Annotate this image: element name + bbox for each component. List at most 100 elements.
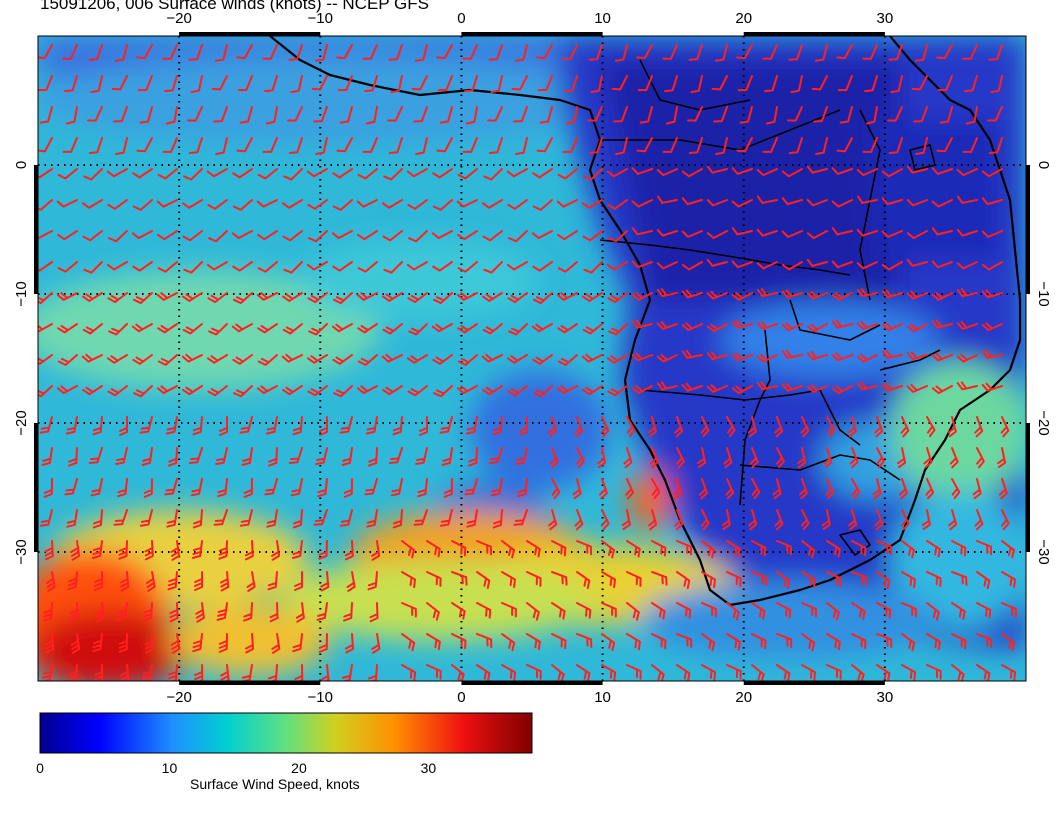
wind-barb [776,664,791,681]
wind-barb [656,228,678,237]
wind-barb [464,75,478,93]
wind-barb [517,478,528,498]
wind-barb [776,540,793,556]
wind-barb [631,227,653,236]
wind-barb [756,320,778,330]
wind-barb [536,137,553,153]
wind-barb [781,349,803,359]
wind-barb [407,199,428,210]
wind-barb [331,230,353,240]
wind-barb [887,106,903,122]
wind-barb [890,75,903,94]
wind-barb [813,106,828,123]
wind-barb [426,571,442,587]
wind-barb [431,323,453,333]
wind-barb [357,323,378,334]
frame-bar-right [1026,423,1030,552]
wind-barb [781,382,803,392]
wind-barb [826,602,840,621]
wind-barb [576,571,591,590]
wind-barb [548,509,558,531]
wind-barb [281,199,303,209]
wind-barb [282,323,303,335]
wind-barb [239,106,253,124]
frame-bar-bottom [461,681,603,685]
wind-barb [531,230,553,240]
wind-barb [195,602,205,623]
wind-barb [701,540,715,559]
wind-barb [501,571,516,589]
wind-barb [739,106,753,124]
wind-barb [207,385,228,397]
wind-barb [557,261,578,273]
wind-barb [532,292,553,305]
wind-barb [976,602,992,619]
wind-barb [772,478,782,500]
wind-barb [181,199,203,209]
wind-barb [647,416,657,438]
wind-barb [106,168,128,178]
wind-barb [283,261,303,274]
lon-tick-label-top: −20 [166,10,191,27]
wind-barb [951,571,968,586]
wind-barb [901,571,916,589]
wind-barb [532,354,553,365]
wind-barb [92,633,103,653]
wind-barb [106,261,128,271]
wind-barb [417,478,428,498]
wind-barb [257,168,278,180]
wind-barb [38,323,53,333]
wind-barb [83,168,103,181]
wind-barb [382,230,403,242]
colorbar-tick-label: 30 [421,760,437,776]
wind-barb [636,137,653,153]
lon-tick-label-bottom: 30 [877,689,894,706]
wind-barb [331,323,353,333]
wind-barb [170,540,181,561]
wind-barb [307,385,328,397]
wind-barb [408,230,428,243]
wind-barb [217,478,228,498]
lat-tick-label-right: −10 [1035,281,1052,306]
wind-barb [706,198,728,207]
wind-barb [239,509,253,527]
wind-barb [700,509,710,531]
wind-barb [806,230,828,240]
wind-barb [426,540,441,558]
wind-barb [831,319,853,329]
wind-barb [637,75,653,92]
wind-barb [806,384,828,393]
wind-barb [923,447,933,469]
wind-barb [631,385,653,395]
wind-barb [92,509,103,529]
wind-barb [165,106,178,125]
wind-barb [143,478,153,498]
wind-barb [906,230,928,240]
wind-barb [192,416,203,436]
wind-barb [317,478,328,498]
wind-barb [314,44,328,62]
wind-barb [751,633,767,650]
wind-barb [492,509,503,529]
lake [839,529,871,556]
wind-barb [582,230,603,242]
wind-barb [631,260,653,269]
wind-barb [515,447,528,465]
wind-barb [88,137,103,154]
wind-barb [119,571,130,592]
wind-barb [357,354,378,366]
lat-tick-label-right: 0 [1035,161,1052,169]
wind-barb [67,664,78,681]
wind-barb [457,168,478,180]
frame-bar-bottom [179,681,321,685]
wind-barb [343,478,353,498]
wind-barb [337,75,353,92]
wind-barb [365,106,378,125]
wind-barb [482,292,503,302]
wind-barb [831,167,853,175]
wind-barb [631,352,653,362]
wind-barb [651,540,667,557]
wind-barb [976,540,993,556]
wind-barb [801,633,816,652]
wind-barb [1001,571,1016,589]
